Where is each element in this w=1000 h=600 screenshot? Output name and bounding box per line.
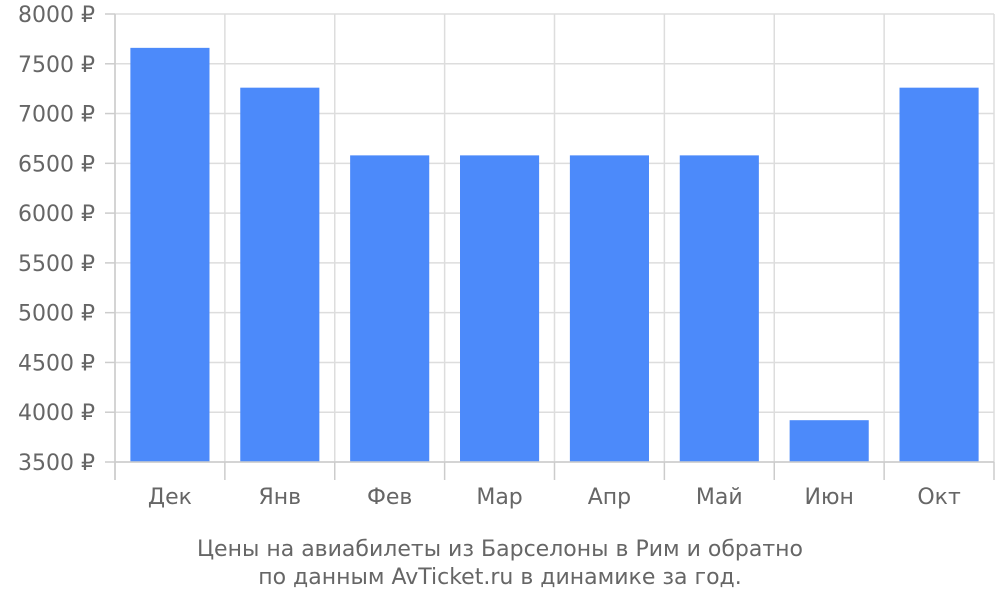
- y-tick-label: 6000 ₽: [18, 202, 95, 227]
- bar: [899, 87, 979, 462]
- x-tick-label: Апр: [588, 485, 631, 510]
- caption-line-1: Цены на авиабилеты из Барселоны в Рим и …: [197, 537, 803, 562]
- x-tick-label: Фев: [367, 485, 412, 510]
- bar: [789, 420, 869, 462]
- x-tick-labels: Дек Янв Фев Мар Апр Май Июн Окт: [148, 485, 961, 510]
- y-tick-label: 4500 ₽: [18, 351, 95, 376]
- y-tick-labels: 3500 ₽ 4000 ₽ 4500 ₽ 5000 ₽ 5500 ₽ 6000 ₽ 6500…: [18, 3, 95, 476]
- bars: [130, 47, 979, 463]
- y-tick-label: 5000 ₽: [18, 302, 95, 327]
- bar: [679, 155, 759, 462]
- x-tick-label: Июн: [805, 485, 854, 510]
- x-tick-label: Мар: [476, 485, 522, 510]
- y-tick-label: 6500 ₽: [18, 152, 95, 177]
- bar: [350, 155, 430, 462]
- y-tick-label: 7000 ₽: [18, 103, 95, 128]
- axes: [105, 13, 995, 480]
- x-tick-label: Окт: [917, 485, 961, 510]
- y-tick-label: 5500 ₽: [18, 252, 95, 277]
- x-tick-label: Дек: [148, 485, 192, 510]
- y-tick-label: 4000 ₽: [18, 401, 95, 426]
- y-tick-label: 7500 ₽: [18, 53, 95, 78]
- x-tick-label: Май: [696, 485, 743, 510]
- bar: [460, 155, 540, 462]
- bar: [130, 47, 210, 463]
- y-tick-label: 3500 ₽: [18, 451, 95, 476]
- y-tick-label: 8000 ₽: [18, 3, 95, 28]
- bar: [240, 87, 320, 462]
- caption-line-2: по данным AvTicket.ru в динамике за год.: [258, 565, 742, 590]
- x-tick-label: Янв: [258, 485, 301, 510]
- bar: [569, 155, 649, 462]
